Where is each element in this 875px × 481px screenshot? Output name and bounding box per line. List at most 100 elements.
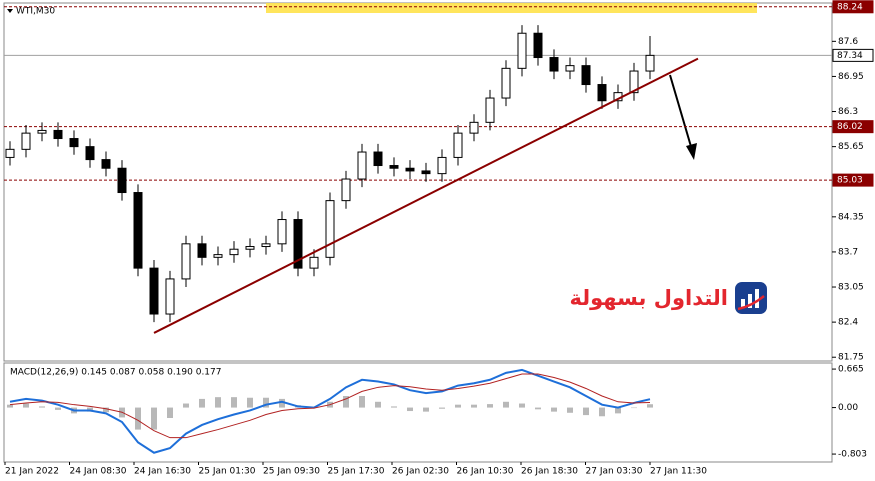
candle-body bbox=[309, 256, 319, 269]
candle-body bbox=[197, 243, 207, 258]
logo-bar bbox=[755, 289, 759, 308]
macd-histogram-bar bbox=[375, 401, 381, 408]
macd-histogram-bar bbox=[535, 407, 541, 410]
arrow-shaft bbox=[669, 74, 693, 151]
y-tick-label: 85.65 bbox=[838, 142, 864, 152]
candle-body bbox=[117, 167, 127, 194]
logo-bar bbox=[741, 299, 745, 308]
macd-histogram-bar bbox=[503, 401, 509, 408]
macd-y-tick-label: -0.803 bbox=[838, 450, 867, 460]
x-tick-label: 25 Jan 17:30 bbox=[328, 467, 385, 477]
macd-histogram-bar bbox=[551, 407, 557, 412]
macd-histogram-bar bbox=[231, 397, 237, 408]
macd-panel bbox=[3, 362, 833, 463]
macd-histogram-bar bbox=[487, 404, 493, 408]
macd-histogram-bar bbox=[615, 407, 621, 414]
candle-body bbox=[261, 243, 271, 248]
macd-histogram-bar bbox=[263, 397, 269, 408]
y-tick-label: 86.95 bbox=[838, 72, 864, 82]
x-tick-label: 26 Jan 02:30 bbox=[392, 467, 449, 477]
macd-line bbox=[9, 368, 651, 454]
macd-histogram-bar bbox=[567, 407, 573, 413]
x-tick-label: 27 Jan 03:30 bbox=[586, 467, 643, 477]
macd-histogram-bar bbox=[23, 403, 29, 408]
logo bbox=[735, 282, 767, 314]
candle-body bbox=[85, 146, 95, 161]
candle-body bbox=[645, 54, 655, 72]
candle-body bbox=[21, 132, 31, 150]
y-tick-label: 87.6 bbox=[838, 37, 858, 47]
level-label-bg bbox=[832, 120, 874, 134]
macd-histogram-bar bbox=[407, 407, 413, 412]
macd-histogram-bar bbox=[359, 396, 365, 408]
candle-body bbox=[549, 57, 559, 72]
candle-body bbox=[437, 156, 447, 175]
candle-body bbox=[517, 32, 527, 69]
level-label-bg bbox=[832, 48, 874, 62]
macd-histogram-bar bbox=[7, 404, 13, 408]
macd-histogram-bar bbox=[391, 406, 397, 408]
candle-body bbox=[357, 151, 367, 180]
y-tick-label: 86.3 bbox=[838, 107, 858, 117]
watermark: التداول بسهولة bbox=[570, 286, 728, 310]
candle-body bbox=[581, 65, 591, 86]
candle-body bbox=[421, 170, 431, 175]
level-label: 86.02 bbox=[837, 122, 863, 132]
x-tick-label: 24 Jan 16:30 bbox=[134, 467, 191, 477]
macd-histogram-bar bbox=[471, 404, 477, 408]
candle-body bbox=[5, 148, 15, 158]
macd-histogram-bar bbox=[647, 404, 653, 408]
candle-body bbox=[533, 32, 543, 59]
macd-histogram-bar bbox=[103, 407, 109, 413]
candle-body bbox=[213, 254, 223, 258]
x-tick-label: 25 Jan 09:30 bbox=[263, 467, 320, 477]
x-tick-label: 27 Jan 11:30 bbox=[650, 467, 707, 477]
macd-histogram-bar bbox=[39, 406, 45, 408]
macd-histogram-bar bbox=[631, 407, 637, 409]
candle-body bbox=[37, 129, 47, 134]
macd-histogram-bar bbox=[599, 407, 605, 417]
macd-histogram-bar bbox=[167, 407, 173, 418]
macd-histogram-bar bbox=[135, 407, 141, 430]
macd-histogram-bar bbox=[519, 403, 525, 408]
candle-body bbox=[485, 97, 495, 123]
candle-body bbox=[325, 200, 335, 258]
candle-body bbox=[165, 278, 175, 315]
candle-body bbox=[453, 132, 463, 158]
macd-histogram-bar bbox=[183, 403, 189, 408]
candle-body bbox=[149, 267, 159, 315]
y-tick-label: 81.75 bbox=[838, 353, 864, 363]
candle-body bbox=[229, 248, 239, 256]
level-label: 88.24 bbox=[837, 2, 863, 12]
macd-histogram-bar bbox=[583, 407, 589, 416]
macd-histogram-bar bbox=[247, 397, 253, 408]
macd-y-tick-label: 0.00 bbox=[838, 403, 858, 413]
highlight-band bbox=[266, 3, 757, 13]
level-label: 87.34 bbox=[837, 51, 863, 61]
candle-body bbox=[133, 192, 143, 269]
y-tick-label: 83.7 bbox=[838, 247, 858, 257]
trendline bbox=[153, 57, 699, 334]
candle-body bbox=[597, 84, 607, 102]
level-label: 85.03 bbox=[837, 176, 863, 186]
level-label-bg bbox=[832, 173, 874, 187]
forecast-arrow bbox=[669, 74, 697, 160]
candle-body bbox=[101, 159, 111, 169]
candle-body bbox=[501, 67, 511, 99]
candle-body bbox=[405, 167, 415, 172]
macd-histogram-bar bbox=[151, 407, 157, 430]
arrow-head bbox=[686, 143, 697, 160]
macd-histogram-bar bbox=[55, 407, 61, 410]
candle-body bbox=[277, 219, 287, 245]
y-tick-label: 84.35 bbox=[838, 212, 864, 222]
x-tick-label: 21 Jan 2022 bbox=[5, 467, 59, 477]
candle-body bbox=[373, 151, 383, 167]
candle-body bbox=[565, 65, 575, 72]
x-tick-label: 25 Jan 01:30 bbox=[199, 467, 256, 477]
macd-label: MACD(12,26,9) 0.145 0.087 0.058 0.190 0.… bbox=[10, 368, 221, 378]
macd-histogram-bar bbox=[279, 398, 285, 408]
symbol-arrow bbox=[7, 9, 13, 13]
candle-body bbox=[53, 129, 63, 140]
macd-histogram-bar bbox=[199, 398, 205, 408]
